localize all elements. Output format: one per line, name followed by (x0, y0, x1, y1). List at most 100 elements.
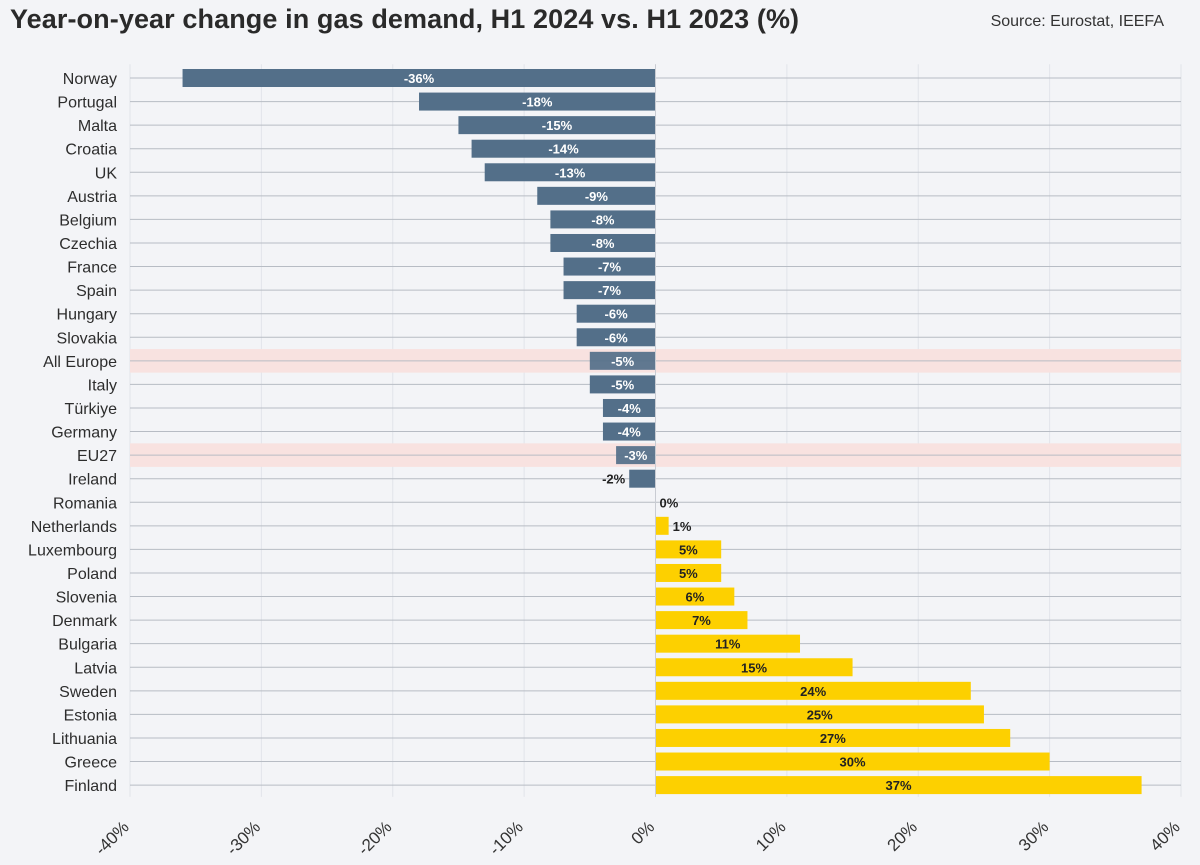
bar (550, 210, 656, 229)
value-label: -3% (624, 448, 648, 463)
x-tick-label: -10% (485, 817, 526, 858)
value-label: 15% (741, 660, 767, 675)
bar (182, 69, 656, 87)
category-label: Germany (51, 425, 117, 442)
bar (576, 304, 656, 323)
bar (471, 139, 656, 158)
x-tick-label: 20% (884, 817, 921, 854)
category-label: Belgium (59, 212, 117, 229)
category-label: Greece (65, 755, 118, 772)
value-label: 0% (660, 495, 679, 510)
bar (655, 540, 722, 559)
value-label: -6% (605, 330, 629, 345)
bar (655, 681, 971, 700)
category-label: UK (95, 165, 118, 182)
bar (537, 186, 656, 205)
value-label: -8% (591, 212, 615, 227)
bar (655, 563, 722, 582)
category-label: Slovenia (56, 590, 117, 607)
bar (629, 469, 656, 488)
bar (602, 398, 656, 417)
x-tick-label: -30% (223, 817, 264, 858)
category-label: Portugal (57, 95, 117, 112)
category-label: Estonia (64, 707, 117, 724)
value-label: 11% (715, 637, 741, 652)
value-label: 30% (840, 755, 866, 770)
category-label: Slovakia (57, 330, 118, 347)
value-label: 5% (679, 566, 698, 581)
bar (655, 516, 669, 535)
bar (655, 658, 853, 677)
x-tick-label: 40% (1146, 817, 1183, 854)
value-label: -4% (618, 425, 642, 440)
bar (602, 422, 656, 441)
value-label: 27% (820, 731, 846, 746)
category-label: Romania (53, 495, 117, 512)
category-label: Hungary (57, 307, 117, 324)
source-note: Source: Eurostat, IEEFA (990, 13, 1164, 30)
category-label: Czechia (59, 236, 117, 253)
bar (458, 116, 656, 135)
value-label: 24% (800, 684, 826, 699)
bar (655, 611, 748, 630)
bar (563, 281, 656, 300)
chart-title: Year-on-year change in gas demand, H1 20… (10, 4, 800, 34)
value-label: -36% (404, 71, 435, 86)
value-label: -18% (522, 95, 553, 110)
category-label: Spain (76, 283, 117, 300)
category-label: Croatia (65, 142, 117, 159)
bar (589, 375, 656, 394)
value-label: 25% (807, 707, 833, 722)
bar (655, 587, 735, 606)
category-label: France (67, 260, 117, 277)
value-label: -9% (585, 189, 609, 204)
value-label: -7% (598, 283, 622, 298)
value-label: 37% (886, 778, 912, 793)
bar (616, 446, 656, 465)
x-tick-label: 30% (1015, 817, 1052, 854)
bar (655, 634, 801, 653)
value-label: -14% (548, 142, 579, 157)
category-label: Malta (78, 118, 117, 135)
value-label: -13% (555, 165, 586, 180)
value-label: -6% (605, 307, 629, 322)
bar (484, 163, 656, 182)
category-label: Bulgaria (58, 637, 117, 654)
category-label: Luxembourg (28, 542, 117, 559)
category-label: Türkiye (65, 401, 118, 418)
category-label: Ireland (68, 472, 117, 489)
value-label: -8% (591, 236, 615, 251)
value-label: -2% (602, 472, 626, 487)
bar (655, 728, 1011, 747)
category-label: Poland (67, 566, 117, 583)
value-label: 6% (686, 590, 705, 605)
category-label: Lithuania (52, 731, 117, 748)
value-label: 5% (679, 542, 698, 557)
value-label: 1% (673, 519, 692, 534)
x-tick-label: 0% (628, 817, 659, 848)
bar (576, 328, 656, 347)
category-label: Sweden (59, 684, 117, 701)
category-label: Austria (67, 189, 117, 206)
bar (550, 233, 656, 252)
value-label: -15% (542, 118, 573, 133)
value-label: -7% (598, 260, 622, 275)
bar (655, 705, 984, 724)
x-tick-label: -20% (354, 817, 395, 858)
category-label: Denmark (52, 613, 118, 630)
bar (589, 351, 656, 370)
bar (655, 776, 1142, 795)
value-label: 7% (692, 613, 711, 628)
category-label: All Europe (43, 354, 117, 371)
category-label: Italy (88, 377, 117, 394)
bar (563, 257, 656, 276)
category-label: Latvia (74, 660, 117, 677)
value-label: -5% (611, 377, 635, 392)
category-label: Netherlands (31, 519, 117, 536)
bar (419, 92, 656, 111)
category-label: Finland (65, 778, 117, 795)
x-tick-label: -40% (91, 817, 132, 858)
value-label: -5% (611, 354, 635, 369)
x-tick-label: 10% (752, 817, 789, 854)
